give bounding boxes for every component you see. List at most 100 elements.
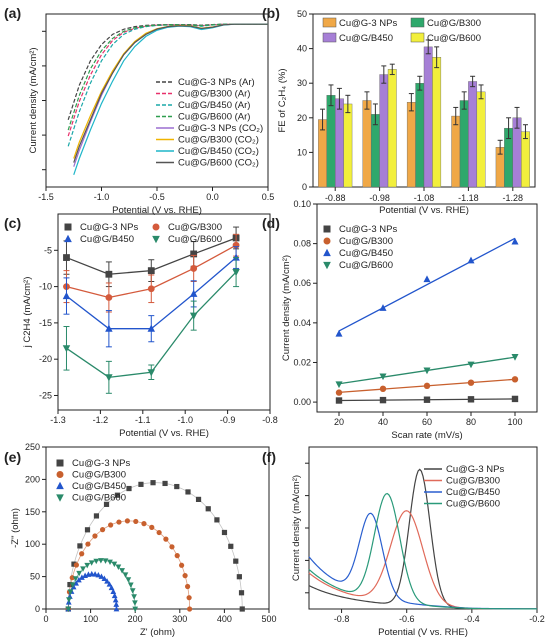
legend-marker: [56, 459, 64, 467]
data-point-e: [141, 521, 147, 527]
data-point-e: [103, 501, 110, 507]
data-point-e: [163, 536, 169, 542]
legend-marker: [323, 237, 331, 245]
data-point-e: [221, 529, 228, 536]
y-tick-label-c: -20: [39, 354, 52, 364]
y-tick-label-b: 50: [297, 9, 307, 19]
y-tick-label-b: 40: [297, 44, 307, 54]
y-tick-label-e: 150: [25, 507, 40, 517]
panel-label-d: (d): [262, 215, 280, 231]
legend-label-a: Cu@G/B450 (Ar): [178, 100, 250, 111]
legend-swatch: [322, 32, 337, 43]
data-point-e: [156, 529, 162, 536]
data-point-e: [187, 606, 193, 612]
data-point-d: [335, 389, 343, 396]
data-point-c: [105, 270, 113, 278]
bar-b: [451, 115, 461, 188]
x-axis-title-e: Z' (ohm): [140, 627, 175, 638]
y-tick-label-e: 50: [30, 572, 40, 582]
data-point-c: [232, 269, 240, 277]
x-tick-label-f: -0.2: [529, 614, 545, 624]
data-point-e: [129, 588, 136, 594]
data-point-c: [189, 289, 198, 297]
data-point-d: [379, 385, 387, 393]
bar-b: [521, 131, 530, 188]
data-point-e: [79, 551, 85, 557]
x-tick-label-f: -0.8: [334, 614, 350, 624]
legend-item-c: Cu@G/B450: [64, 234, 134, 245]
legend-marker: [56, 481, 64, 490]
data-point-e: [101, 575, 108, 581]
x-tick-label-d: 20: [334, 417, 344, 427]
legend-label-f: Cu@G-3 NPs: [446, 464, 504, 475]
data-point-e: [124, 518, 131, 524]
bar-b: [362, 100, 372, 188]
legend-marker: [323, 248, 331, 257]
data-point-e: [150, 480, 156, 486]
legend-label-f: Cu@G/B300: [446, 476, 500, 487]
data-point-e: [76, 570, 82, 577]
legend-label-c: Cu@G/B300: [168, 222, 222, 233]
y-axis-title-e: -Z" (ohm): [10, 508, 21, 548]
legend-label-c: Cu@G-3 NPs: [80, 222, 138, 233]
x-tick-label-f: -0.4: [464, 614, 480, 624]
legend-item-f: Cu@G/B600: [424, 499, 500, 510]
bar-b: [335, 98, 344, 188]
legend-label-d: Cu@G/B300: [339, 236, 393, 247]
legend-item-c: Cu@G-3 NPs: [64, 222, 138, 233]
y-tick-label-b: 0: [302, 182, 307, 192]
data-point-c: [105, 374, 113, 382]
legend-label-b: Cu@G/B600: [427, 33, 481, 44]
y-tick-label-b: 10: [297, 147, 307, 157]
y-tick-label-d: 0.02: [293, 357, 311, 367]
data-point-d: [467, 361, 475, 369]
y-tick-label-b: 30: [297, 78, 307, 88]
legend-item-a: Cu@G/B450 (CO₂): [156, 146, 259, 157]
legend-marker: [323, 261, 331, 270]
data-point-e: [131, 594, 137, 600]
y-tick-label-d: 0.10: [293, 199, 311, 209]
legend-item-c: Cu@G/B300: [152, 222, 222, 233]
x-tick-label-e: 400: [217, 614, 232, 624]
legend-marker: [64, 223, 72, 231]
legend-item-a: Cu@G-3 NPs (CO₂): [156, 123, 263, 134]
x-tick-label-c: -1.1: [135, 415, 151, 425]
series-line-a: [73, 23, 268, 163]
x-tick-label-d: 100: [507, 417, 522, 427]
legend-label-e: Cu@G/B300: [72, 470, 126, 481]
data-point-e: [115, 564, 122, 570]
data-point-d: [467, 256, 475, 264]
bar-b: [476, 91, 486, 188]
legend-item-b: Cu@G/B600: [410, 32, 481, 44]
legend-item-d: Cu@G/B300: [323, 236, 393, 247]
x-axis-title-d: Scan rate (mV/s): [391, 430, 462, 441]
x-axis-title-f: Potential (V vs. RHE): [378, 627, 468, 638]
y-tick-label-b: 20: [297, 113, 307, 123]
y-tick-label-d: 0.08: [293, 239, 311, 249]
x-tick-label-c: -1.2: [93, 415, 109, 425]
bar-b: [343, 103, 353, 188]
x-tick-label-e: 0: [43, 614, 48, 624]
y-tick-label-c: -10: [39, 282, 52, 292]
bar-b: [415, 82, 425, 188]
data-point-e: [99, 527, 106, 533]
data-point-d: [423, 396, 431, 403]
panel-e: (e) Z' (ohm) -Z" (ohm) 0 100 200 300 400 500 0 50 1…: [4, 442, 277, 638]
data-point-d: [511, 237, 519, 245]
x-tick-label-b: -1.08: [414, 193, 435, 203]
panel-f: (f) Potential (V vs. RHE) Current density …: [262, 446, 545, 638]
legend-label-d: Cu@G-3 NPs: [339, 224, 397, 235]
panel-label-f: (f): [262, 449, 276, 465]
data-point-e: [236, 574, 242, 580]
data-point-e: [70, 583, 77, 590]
legend-swatch: [322, 17, 337, 28]
data-point-c: [105, 324, 113, 332]
data-point-e: [92, 571, 98, 577]
data-point-e: [162, 480, 168, 487]
data-point-e: [76, 576, 82, 583]
x-tick-label-b: -1.28: [503, 193, 524, 203]
data-point-c: [105, 294, 113, 301]
legend-item-e: Cu@G/B600: [56, 493, 126, 504]
legend-item-a: Cu@G/B600 (Ar): [156, 112, 250, 123]
legend-marker: [152, 223, 160, 231]
